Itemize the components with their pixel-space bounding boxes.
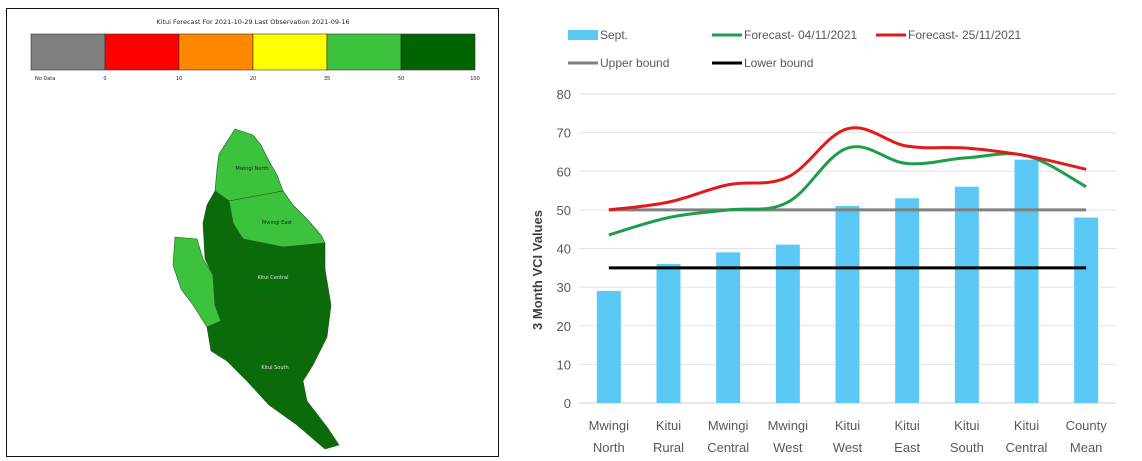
y-axis-title: 3 Month VCI Values — [530, 210, 545, 330]
x-label-2-line2: Central — [707, 440, 749, 455]
x-label-5-line2: East — [894, 440, 920, 455]
y-tick-80: 80 — [557, 87, 571, 102]
x-label-6-line1: Kitui — [954, 418, 979, 433]
forecast-lines — [608, 126, 1087, 237]
map-title: Kitui Forecast For 2021-10-29 Last Obser… — [156, 18, 349, 26]
region-label-kitui-central: Kitui Central — [258, 275, 289, 281]
legend-swatch-0 — [30, 33, 106, 71]
y-tick-40: 40 — [557, 242, 571, 257]
region-mwingi-east — [228, 190, 326, 248]
legend-label-6: 100 — [470, 76, 480, 82]
x-label-7-line2: Central — [1006, 440, 1048, 455]
bar-8 — [1074, 217, 1099, 403]
legend-label-3: 20 — [250, 76, 256, 82]
x-label-0-line2: North — [593, 440, 625, 455]
bar-series — [596, 159, 1099, 403]
map-panel: Kitui Forecast For 2021-10-29 Last Obser… — [6, 8, 499, 457]
x-label-7-line1: Kitui — [1014, 418, 1039, 433]
region-label-mwingi-east: Mwingi East — [262, 220, 292, 226]
legend-label-4: 35 — [324, 76, 330, 82]
x-label-6-line2: South — [950, 440, 984, 455]
map-legend — [30, 33, 476, 71]
y-tick-30: 30 — [557, 280, 571, 295]
district-boundary — [258, 290, 298, 306]
y-tick-10: 10 — [557, 357, 571, 372]
map-legend-labels: No Data 0 10 20 35 50 100 — [35, 76, 480, 82]
y-tick-50: 50 — [557, 203, 571, 218]
bar-1 — [656, 263, 681, 403]
legend-marker-0 — [568, 30, 598, 40]
bar-5 — [895, 198, 920, 403]
x-axis-labels: Mwingi North Kitui Rural Mwingi Central Mwingi… — [589, 418, 1108, 455]
bar-6 — [954, 186, 979, 403]
legend-label-0: No Data — [35, 76, 55, 82]
legend-swatch-4 — [326, 33, 402, 71]
x-label-8-line2: Mean — [1070, 440, 1103, 455]
y-tick-70: 70 — [557, 126, 571, 141]
region-label-kitui-south: Kitui South — [261, 365, 288, 371]
region-kitui-south — [206, 268, 340, 450]
kitui-county-map — [172, 128, 340, 450]
bar-7 — [1014, 159, 1039, 403]
forecast-line-1 — [608, 126, 1087, 212]
y-tick-20: 20 — [557, 319, 571, 334]
x-label-1-line1: Kitui — [656, 418, 681, 433]
legend-swatch-2 — [178, 33, 254, 71]
x-label-4-line2: West — [833, 440, 863, 455]
legend-swatch-3 — [252, 33, 328, 71]
legend-label-1: 0 — [103, 76, 106, 82]
bar-4 — [835, 206, 860, 403]
chart-legend: Sept. Forecast- 04/11/2021 Forecast- 25/11… — [568, 28, 1022, 70]
x-label-2-line1: Mwingi — [708, 418, 749, 433]
legend-label-2: Forecast- 25/11/2021 — [908, 28, 1022, 42]
y-tick-0: 0 — [564, 396, 571, 411]
legend-label-3: Upper bound — [600, 56, 669, 70]
x-label-5-line1: Kitui — [895, 418, 920, 433]
region-label-mwingi-north: Mwingi North — [235, 166, 268, 172]
x-label-8-line1: County — [1066, 418, 1108, 433]
x-label-3-line2: West — [773, 440, 803, 455]
y-tick-60: 60 — [557, 164, 571, 179]
y-axis-ticks: 0 10 20 30 40 50 60 70 80 — [557, 87, 571, 411]
bar-3 — [775, 244, 800, 403]
x-label-3-line1: Mwingi — [768, 418, 809, 433]
x-label-1-line2: Rural — [653, 440, 684, 455]
legend-label-5: 50 — [398, 76, 404, 82]
map-figure: Kitui Forecast For 2021-10-29 Last Obser… — [30, 18, 480, 450]
legend-label-2: 10 — [176, 76, 182, 82]
legend-label-4: Lower bound — [744, 56, 813, 70]
legend-swatch-5 — [400, 33, 476, 71]
vci-chart-panel: 0 10 20 30 40 50 60 70 80 Mwingi North Kitui Rural M… — [502, 0, 1138, 461]
legend-swatch-1 — [104, 33, 180, 71]
bar-2 — [716, 252, 741, 403]
x-label-0-line1: Mwingi — [589, 418, 630, 433]
x-label-4-line1: Kitui — [835, 418, 860, 433]
legend-label-1: Forecast- 04/11/2021 — [744, 28, 858, 42]
bound-lines — [608, 208, 1087, 270]
legend-label-0: Sept. — [600, 28, 628, 42]
bar-0 — [596, 290, 621, 403]
region-mwingi-north — [214, 128, 284, 202]
